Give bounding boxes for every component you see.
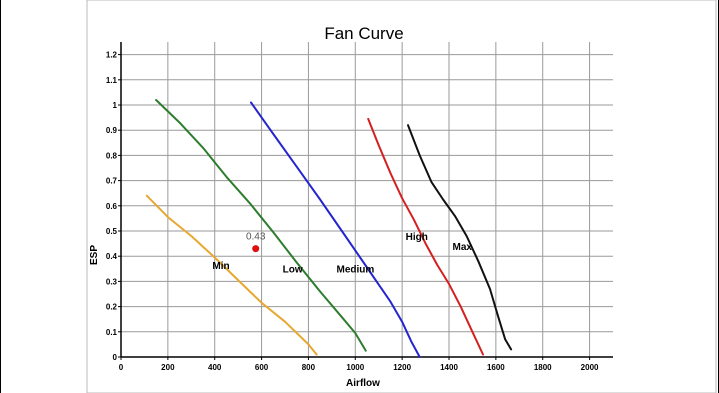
series-line-high: [367, 117, 484, 356]
series-label-min: Min: [212, 261, 229, 272]
y-tick-label: 0: [113, 353, 118, 362]
axes: [118, 42, 613, 360]
operating-point: 0.43: [246, 232, 266, 253]
y-tick-label: 1.2: [106, 51, 118, 60]
y-tick-label: 0.7: [106, 177, 118, 186]
y-tick-label: 1: [113, 101, 118, 110]
series-line-low: [155, 99, 367, 352]
series-label-low: Low: [283, 265, 303, 276]
x-tick-label: 600: [255, 363, 269, 372]
chart-title: Fan Curve: [324, 24, 403, 43]
x-tick-label: 1200: [393, 363, 411, 372]
series-line-medium: [250, 101, 421, 358]
x-tick-label: 400: [208, 363, 222, 372]
y-tick-label: 0.8: [106, 151, 118, 160]
x-tick-label: 200: [161, 363, 175, 372]
y-tick-label: 0.3: [106, 277, 118, 286]
x-axis-title: Airflow: [346, 378, 380, 389]
grid: [121, 42, 613, 357]
y-tick-label: 1.1: [106, 76, 118, 85]
y-tick-label: 0.1: [106, 328, 118, 337]
series-label-medium: Medium: [337, 265, 375, 276]
y-tick-label: 0.4: [106, 252, 118, 261]
x-tick-label: 0: [119, 363, 124, 372]
operating-point-marker: [252, 245, 260, 253]
plot-frame: [86, 0, 717, 393]
series-lines: [145, 99, 513, 358]
y-tick-label: 0.9: [106, 126, 118, 135]
operating-point-label: 0.43: [246, 232, 266, 243]
x-tick-label: 800: [302, 363, 316, 372]
y-tick-labels: 0 0.1 0.2 0.3 0.4 0.5 0.6 0.7 0.8 0.9 1 1.1 1.2: [106, 51, 118, 362]
x-tick-label: 1000: [346, 363, 364, 372]
series-label-max: Max: [453, 242, 473, 253]
y-tick-label: 0.2: [106, 303, 118, 312]
series-line-max: [407, 124, 513, 351]
series-line-min: [145, 194, 318, 356]
x-tick-label: 2000: [581, 363, 599, 372]
y-tick-label: 0.6: [106, 202, 118, 211]
x-tick-labels: 0 200 400 600 800 1000 1200 1400 1600 1800 2000: [119, 363, 599, 372]
x-tick-label: 1400: [440, 363, 458, 372]
series-labels: Min Low Medium High Max: [212, 232, 472, 276]
y-axis-title: ESP: [89, 245, 100, 265]
series-label-high: High: [406, 232, 428, 243]
x-tick-label: 1600: [487, 363, 505, 372]
y-tick-label: 0.5: [106, 227, 118, 236]
x-tick-label: 1800: [534, 363, 552, 372]
